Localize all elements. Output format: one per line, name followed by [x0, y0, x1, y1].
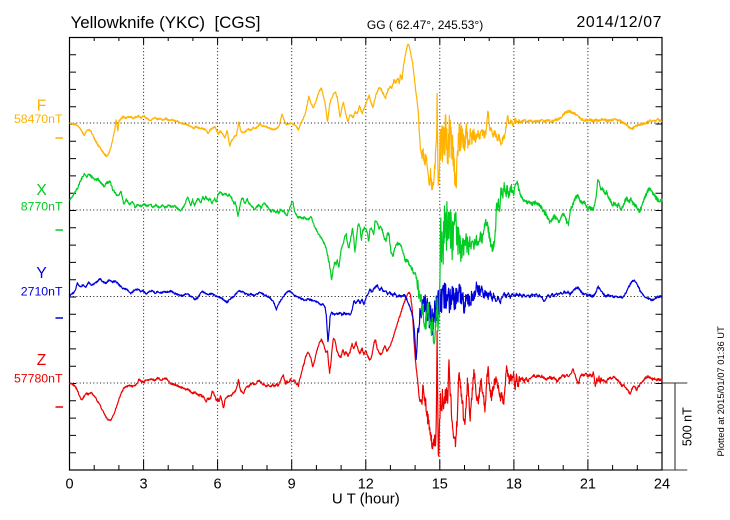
svg-text:21: 21	[580, 477, 596, 493]
svg-text:9: 9	[288, 477, 296, 493]
svg-text:0: 0	[65, 477, 73, 493]
svg-text:6: 6	[214, 477, 222, 493]
svg-text:500 nT: 500 nT	[681, 407, 695, 446]
svg-text:57780nT: 57780nT	[14, 372, 63, 386]
svg-text:Y: Y	[36, 265, 46, 282]
svg-text:2710nT: 2710nT	[21, 285, 63, 299]
svg-text:Z: Z	[37, 352, 46, 369]
svg-text:12: 12	[358, 477, 374, 493]
svg-text:2014/12/07: 2014/12/07	[577, 14, 663, 31]
svg-text:24: 24	[654, 477, 670, 493]
svg-text:GG ( 62.47°, 245.53°): GG ( 62.47°, 245.53°)	[367, 18, 483, 32]
svg-text:58470nT: 58470nT	[14, 112, 63, 126]
svg-text:15: 15	[432, 477, 448, 493]
svg-text:3: 3	[140, 477, 148, 493]
svg-text:Plotted at 2015/01/07 01:36 UT: Plotted at 2015/01/07 01:36 UT	[715, 326, 726, 457]
svg-text:Yellowknife (YKC) [CGS]: Yellowknife (YKC) [CGS]	[71, 13, 261, 32]
svg-text:18: 18	[506, 477, 522, 493]
svg-text:F: F	[37, 98, 46, 115]
svg-text:U T (hour): U T (hour)	[332, 491, 400, 508]
svg-text:X: X	[36, 182, 47, 199]
svg-text:8770nT: 8770nT	[21, 200, 63, 214]
